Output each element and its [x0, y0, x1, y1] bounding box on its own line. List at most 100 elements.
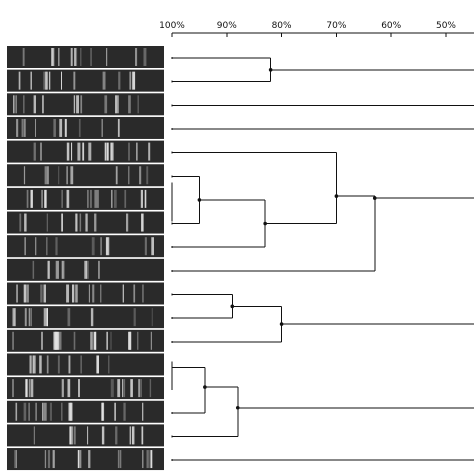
gel-band [78, 379, 80, 398]
gel-image [7, 46, 164, 471]
gel-band [87, 189, 89, 208]
gel-lane-background [7, 424, 164, 447]
gel-band [61, 379, 64, 398]
gel-band [40, 142, 42, 161]
gel-band [64, 118, 67, 137]
gel-lane [7, 116, 164, 139]
gel-band [24, 213, 26, 232]
gel-band [141, 213, 144, 232]
gel-lane-background [7, 400, 164, 423]
gel-band [96, 355, 99, 374]
gel-lane [7, 211, 164, 234]
gel-band [47, 450, 51, 469]
gel-band [128, 95, 131, 114]
axis-tick-label: 80% [272, 21, 292, 31]
gel-band [49, 402, 52, 421]
gel-band [92, 284, 95, 303]
gel-band [44, 450, 47, 469]
gel-band [62, 260, 65, 279]
gel-band [137, 95, 139, 114]
gel-band [106, 142, 109, 161]
gel-band [44, 189, 47, 208]
gel-band [14, 308, 16, 327]
gel-band [30, 189, 33, 208]
gel-lane [7, 400, 164, 423]
gel-band [148, 142, 151, 161]
gel-band [78, 118, 81, 137]
gel-band [123, 402, 126, 421]
gel-band [80, 450, 82, 469]
gel-band [12, 379, 14, 398]
gel-lane-background [7, 116, 164, 139]
gel-band [57, 355, 60, 374]
axis-tick-label: 60% [381, 21, 401, 31]
gel-band [66, 142, 70, 161]
gel-band [70, 48, 73, 66]
gel-band [149, 379, 152, 398]
gel-lane [7, 258, 164, 281]
gel-band [67, 308, 71, 327]
gel-band [42, 95, 44, 114]
gel-band [108, 355, 110, 374]
gel-band [131, 426, 134, 445]
gel-lane [7, 93, 164, 116]
gel-band [126, 213, 129, 232]
gel-band [80, 355, 82, 374]
gel-band [114, 402, 116, 421]
gel-band [144, 189, 147, 208]
gel-band [43, 402, 47, 421]
gel-band [142, 402, 144, 421]
gel-band [90, 48, 92, 66]
gel-band [46, 237, 48, 256]
gel-band [22, 48, 25, 66]
gel-band [74, 48, 76, 66]
gel-band [119, 450, 122, 469]
gel-band [129, 71, 132, 90]
gel-band [101, 118, 103, 137]
gel-lane-background [7, 211, 164, 234]
gel-band [61, 213, 63, 232]
gel-band [138, 379, 141, 398]
gel-lane [7, 164, 164, 187]
gel-band [23, 166, 26, 185]
gel-band [70, 166, 74, 185]
gel-band [23, 284, 27, 303]
gel-band [30, 308, 32, 327]
axis-tick-label: 70% [326, 21, 346, 31]
gel-band [69, 426, 72, 445]
gel-band [40, 284, 43, 303]
gel-band [139, 166, 142, 185]
gel-band [33, 95, 36, 114]
axis-tick-label: 50% [436, 21, 456, 31]
gel-band [22, 118, 26, 137]
gel-band [26, 189, 29, 208]
gel-band [71, 142, 73, 161]
gel-band [102, 71, 106, 90]
gel-band [25, 379, 28, 398]
gel-band [124, 379, 126, 398]
gel-band [29, 355, 32, 374]
gel-band [118, 71, 121, 90]
gel-band [42, 402, 44, 421]
gel-band [85, 260, 89, 279]
gel-band [47, 260, 50, 279]
gel-band [30, 379, 34, 398]
gel-lane [7, 187, 164, 210]
gel-band [151, 237, 154, 256]
gel-band [137, 331, 139, 350]
gel-band [101, 402, 105, 421]
gel-band [87, 426, 89, 445]
gel-lane-background [7, 93, 164, 116]
gel-band [68, 402, 71, 421]
gel-lane-background [7, 306, 164, 329]
gel-lane [7, 353, 164, 376]
gel-lane [7, 140, 164, 163]
gel-band [57, 260, 59, 279]
gel-band [58, 48, 60, 66]
gel-band [14, 450, 17, 469]
gel-band [15, 450, 17, 469]
gel-lane [7, 424, 164, 447]
gel-band [141, 426, 144, 445]
gel-band [85, 213, 88, 232]
gel-band [25, 308, 27, 327]
